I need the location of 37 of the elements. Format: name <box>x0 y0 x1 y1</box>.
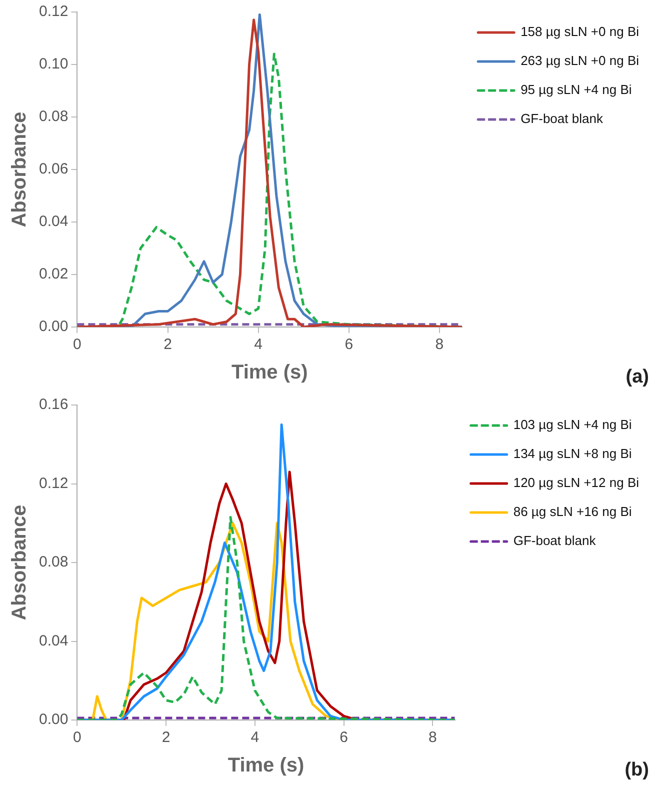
legend-label: GF-boat blank <box>520 111 604 126</box>
y-tick-label: 0.08 <box>38 554 68 571</box>
y-axis-title: Absorbance <box>8 112 31 228</box>
legend-label: 158 µg sLN +0 ng Bi <box>520 24 640 40</box>
text: (b) <box>624 760 649 781</box>
y-tick-label: 0.08 <box>38 108 68 126</box>
x-axis-title: Time (s) <box>231 362 308 384</box>
x-tick-label: 2 <box>164 336 172 354</box>
x-tick-label: 6 <box>344 336 354 354</box>
text: (a) <box>626 366 649 388</box>
legend-label: 86 µg sLN +16 ng Bi <box>513 504 632 520</box>
x-tick-label: 6 <box>340 729 348 746</box>
y-tick-label: 0.04 <box>38 632 68 650</box>
x-tick-label: 0 <box>73 729 82 746</box>
y-tick-label: 0.00 <box>38 318 68 336</box>
x-axis-title: Time (s) <box>228 754 304 777</box>
y-tick-label: 0.12 <box>38 3 68 20</box>
x-tick-label: 8 <box>428 729 437 746</box>
y-tick-label: 0.12 <box>38 474 68 492</box>
legend-label: 103 µg sLN +4 ng Bi <box>513 417 632 432</box>
y-axis-title: Absorbance <box>8 504 31 620</box>
x-tick-label: 4 <box>254 336 262 354</box>
legend-label: GF-boat blank <box>513 533 596 548</box>
y-tick-label: 0.06 <box>38 160 68 178</box>
x-tick-label: 2 <box>162 729 170 746</box>
y-tick-label: 0.16 <box>38 396 68 414</box>
legend-label: 134 µg sLN +8 ng Bi <box>513 446 632 462</box>
y-tick-label: 0.02 <box>38 266 68 283</box>
legend-label: 95 µg sLN +4 ng Bi <box>520 82 632 98</box>
legend-label: 120 µg sLN +12 ng Bi <box>513 475 640 490</box>
x-tick-label: 0 <box>73 336 82 354</box>
x-tick-label: 8 <box>435 336 444 354</box>
y-tick-label: 0.04 <box>38 213 68 230</box>
legend-label: 263 µg sLN +0 ng Bi <box>520 53 640 68</box>
y-tick-label: 0.10 <box>38 56 68 73</box>
y-tick-label: 0.00 <box>38 711 68 728</box>
x-tick-label: 4 <box>250 729 260 746</box>
